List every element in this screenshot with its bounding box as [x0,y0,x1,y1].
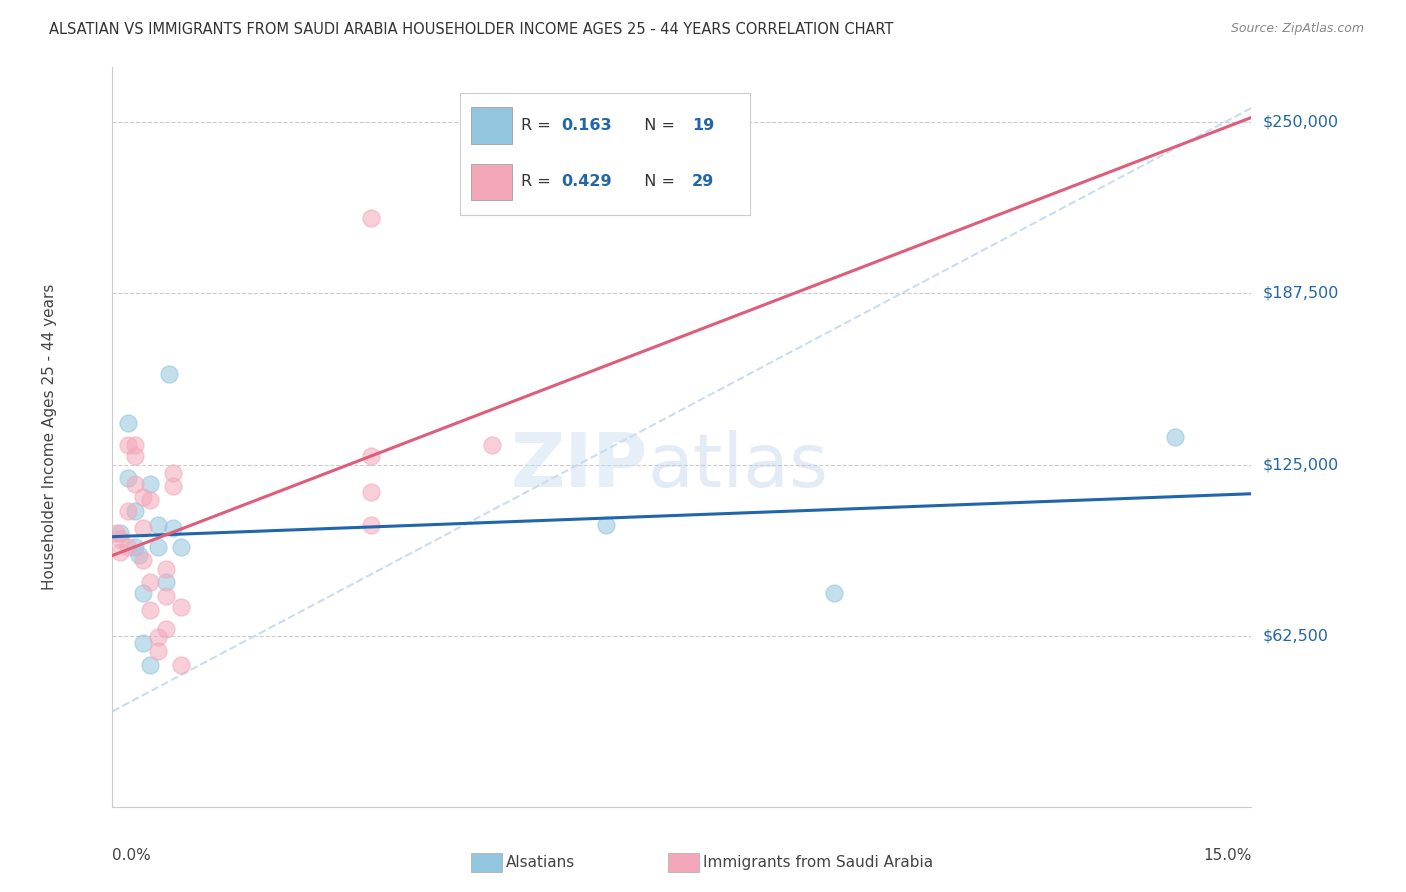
Point [360,450,382,464]
Point [146,630,169,644]
Text: $125,000: $125,000 [1263,457,1339,472]
Point [155,575,177,590]
Point [139,657,162,672]
Point [124,438,146,452]
Point [117,417,139,431]
Point [105,526,128,541]
Text: 0.0%: 0.0% [112,848,152,863]
Point [360,484,382,499]
Point [132,586,155,600]
Text: atlas: atlas [648,430,828,503]
Point [124,540,146,554]
Point [360,211,382,225]
Point [595,517,617,532]
Point [108,532,131,546]
Text: $187,500: $187,500 [1263,285,1339,301]
Text: ALSATIAN VS IMMIGRANTS FROM SAUDI ARABIA HOUSEHOLDER INCOME AGES 25 - 44 YEARS C: ALSATIAN VS IMMIGRANTS FROM SAUDI ARABIA… [49,22,894,37]
Point [170,600,193,615]
Point [481,438,503,452]
Point [162,466,184,480]
Point [146,644,169,658]
Point [108,545,131,559]
Text: $250,000: $250,000 [1263,114,1339,129]
Point [155,622,177,636]
Point [124,476,146,491]
Point [155,589,177,603]
Text: Immigrants from Saudi Arabia: Immigrants from Saudi Arabia [703,855,934,870]
Point [132,636,155,650]
Point [117,471,139,485]
Point [128,548,150,562]
Point [132,520,155,534]
Point [1164,430,1187,444]
Text: Alsatians: Alsatians [506,855,575,870]
Text: Source: ZipAtlas.com: Source: ZipAtlas.com [1230,22,1364,36]
Point [139,493,162,508]
Point [132,491,155,505]
Point [139,575,162,590]
Point [139,476,162,491]
Point [124,450,146,464]
Point [117,438,139,452]
Point [162,479,184,493]
Point [155,562,177,576]
Point [159,367,180,381]
Point [139,603,162,617]
Point [823,586,845,600]
Text: ZIP: ZIP [510,430,648,503]
Point [117,540,139,554]
Point [146,540,169,554]
Point [108,526,131,541]
Point [124,504,146,518]
Point [117,504,139,518]
Point [360,517,382,532]
Point [132,553,155,567]
Point [162,520,184,534]
Point [170,657,193,672]
Text: 15.0%: 15.0% [1204,848,1251,863]
Text: Householder Income Ages 25 - 44 years: Householder Income Ages 25 - 44 years [42,284,58,591]
Point [146,517,169,532]
Text: $62,500: $62,500 [1263,628,1329,643]
Point [170,540,193,554]
